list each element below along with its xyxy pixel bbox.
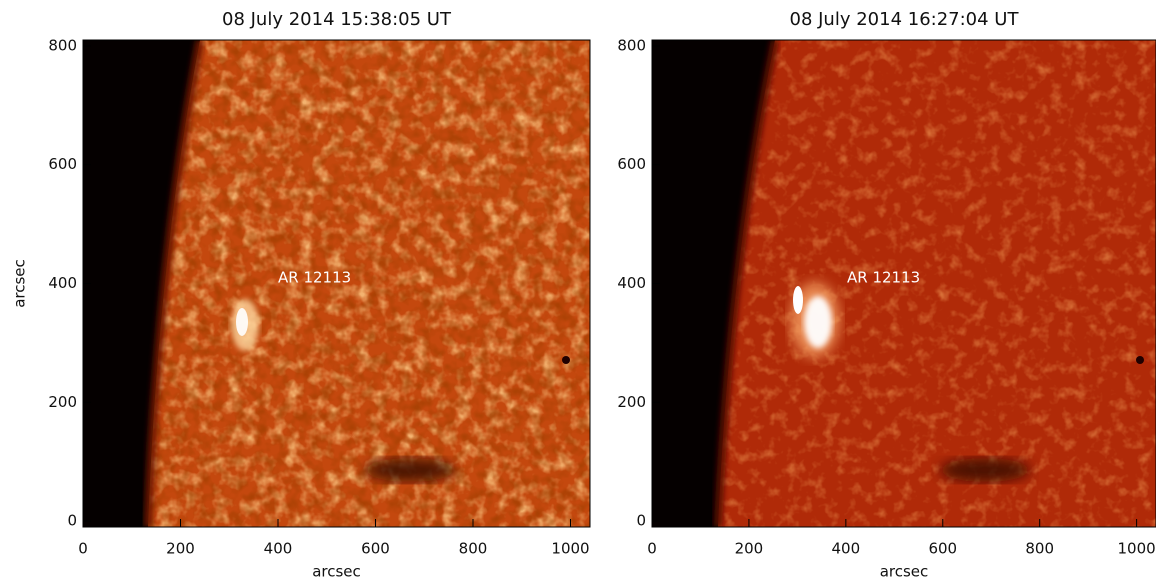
y-tick-label: 600 [617, 155, 646, 173]
x-tick-label: 400 [832, 540, 861, 558]
x-tick-label: 200 [166, 540, 195, 558]
x-tick-label: 200 [735, 540, 764, 558]
x-axis-label: arcsec [880, 563, 929, 581]
y-tick-label: 0 [67, 512, 77, 530]
figure: 08 July 2014 15:38:05 UT 0 200 400 600 800 100… [0, 0, 1156, 583]
y-tick-label: 200 [48, 393, 77, 411]
y-tick-label: 0 [636, 512, 646, 530]
x-axis-label: arcsec [312, 563, 361, 581]
y-tick-label: 400 [617, 274, 646, 292]
panel-title: 08 July 2014 16:27:04 UT [790, 9, 1020, 30]
y-tick-label: 200 [617, 393, 646, 411]
y-tick-label: 800 [48, 36, 77, 54]
annotation: AR 12113 [847, 269, 920, 287]
x-tick-label: 400 [264, 540, 293, 558]
x-tick-label: 600 [361, 540, 390, 558]
x-tick-label: 1000 [1118, 540, 1156, 558]
x-tick-label: 800 [1025, 540, 1054, 558]
y-tick-label: 400 [48, 274, 77, 292]
x-tick-label: 0 [647, 540, 657, 558]
y-tick-label: 600 [48, 155, 77, 173]
x-tick-label: 800 [459, 540, 488, 558]
x-tick-label: 0 [78, 540, 88, 558]
y-tick-label: 800 [617, 36, 646, 54]
annotation: AR 12113 [278, 269, 351, 287]
panel-title: 08 July 2014 15:38:05 UT [222, 9, 452, 30]
y-axis-label: arcsec [11, 259, 29, 308]
x-tick-label: 1000 [551, 540, 589, 558]
x-tick-label: 600 [928, 540, 957, 558]
